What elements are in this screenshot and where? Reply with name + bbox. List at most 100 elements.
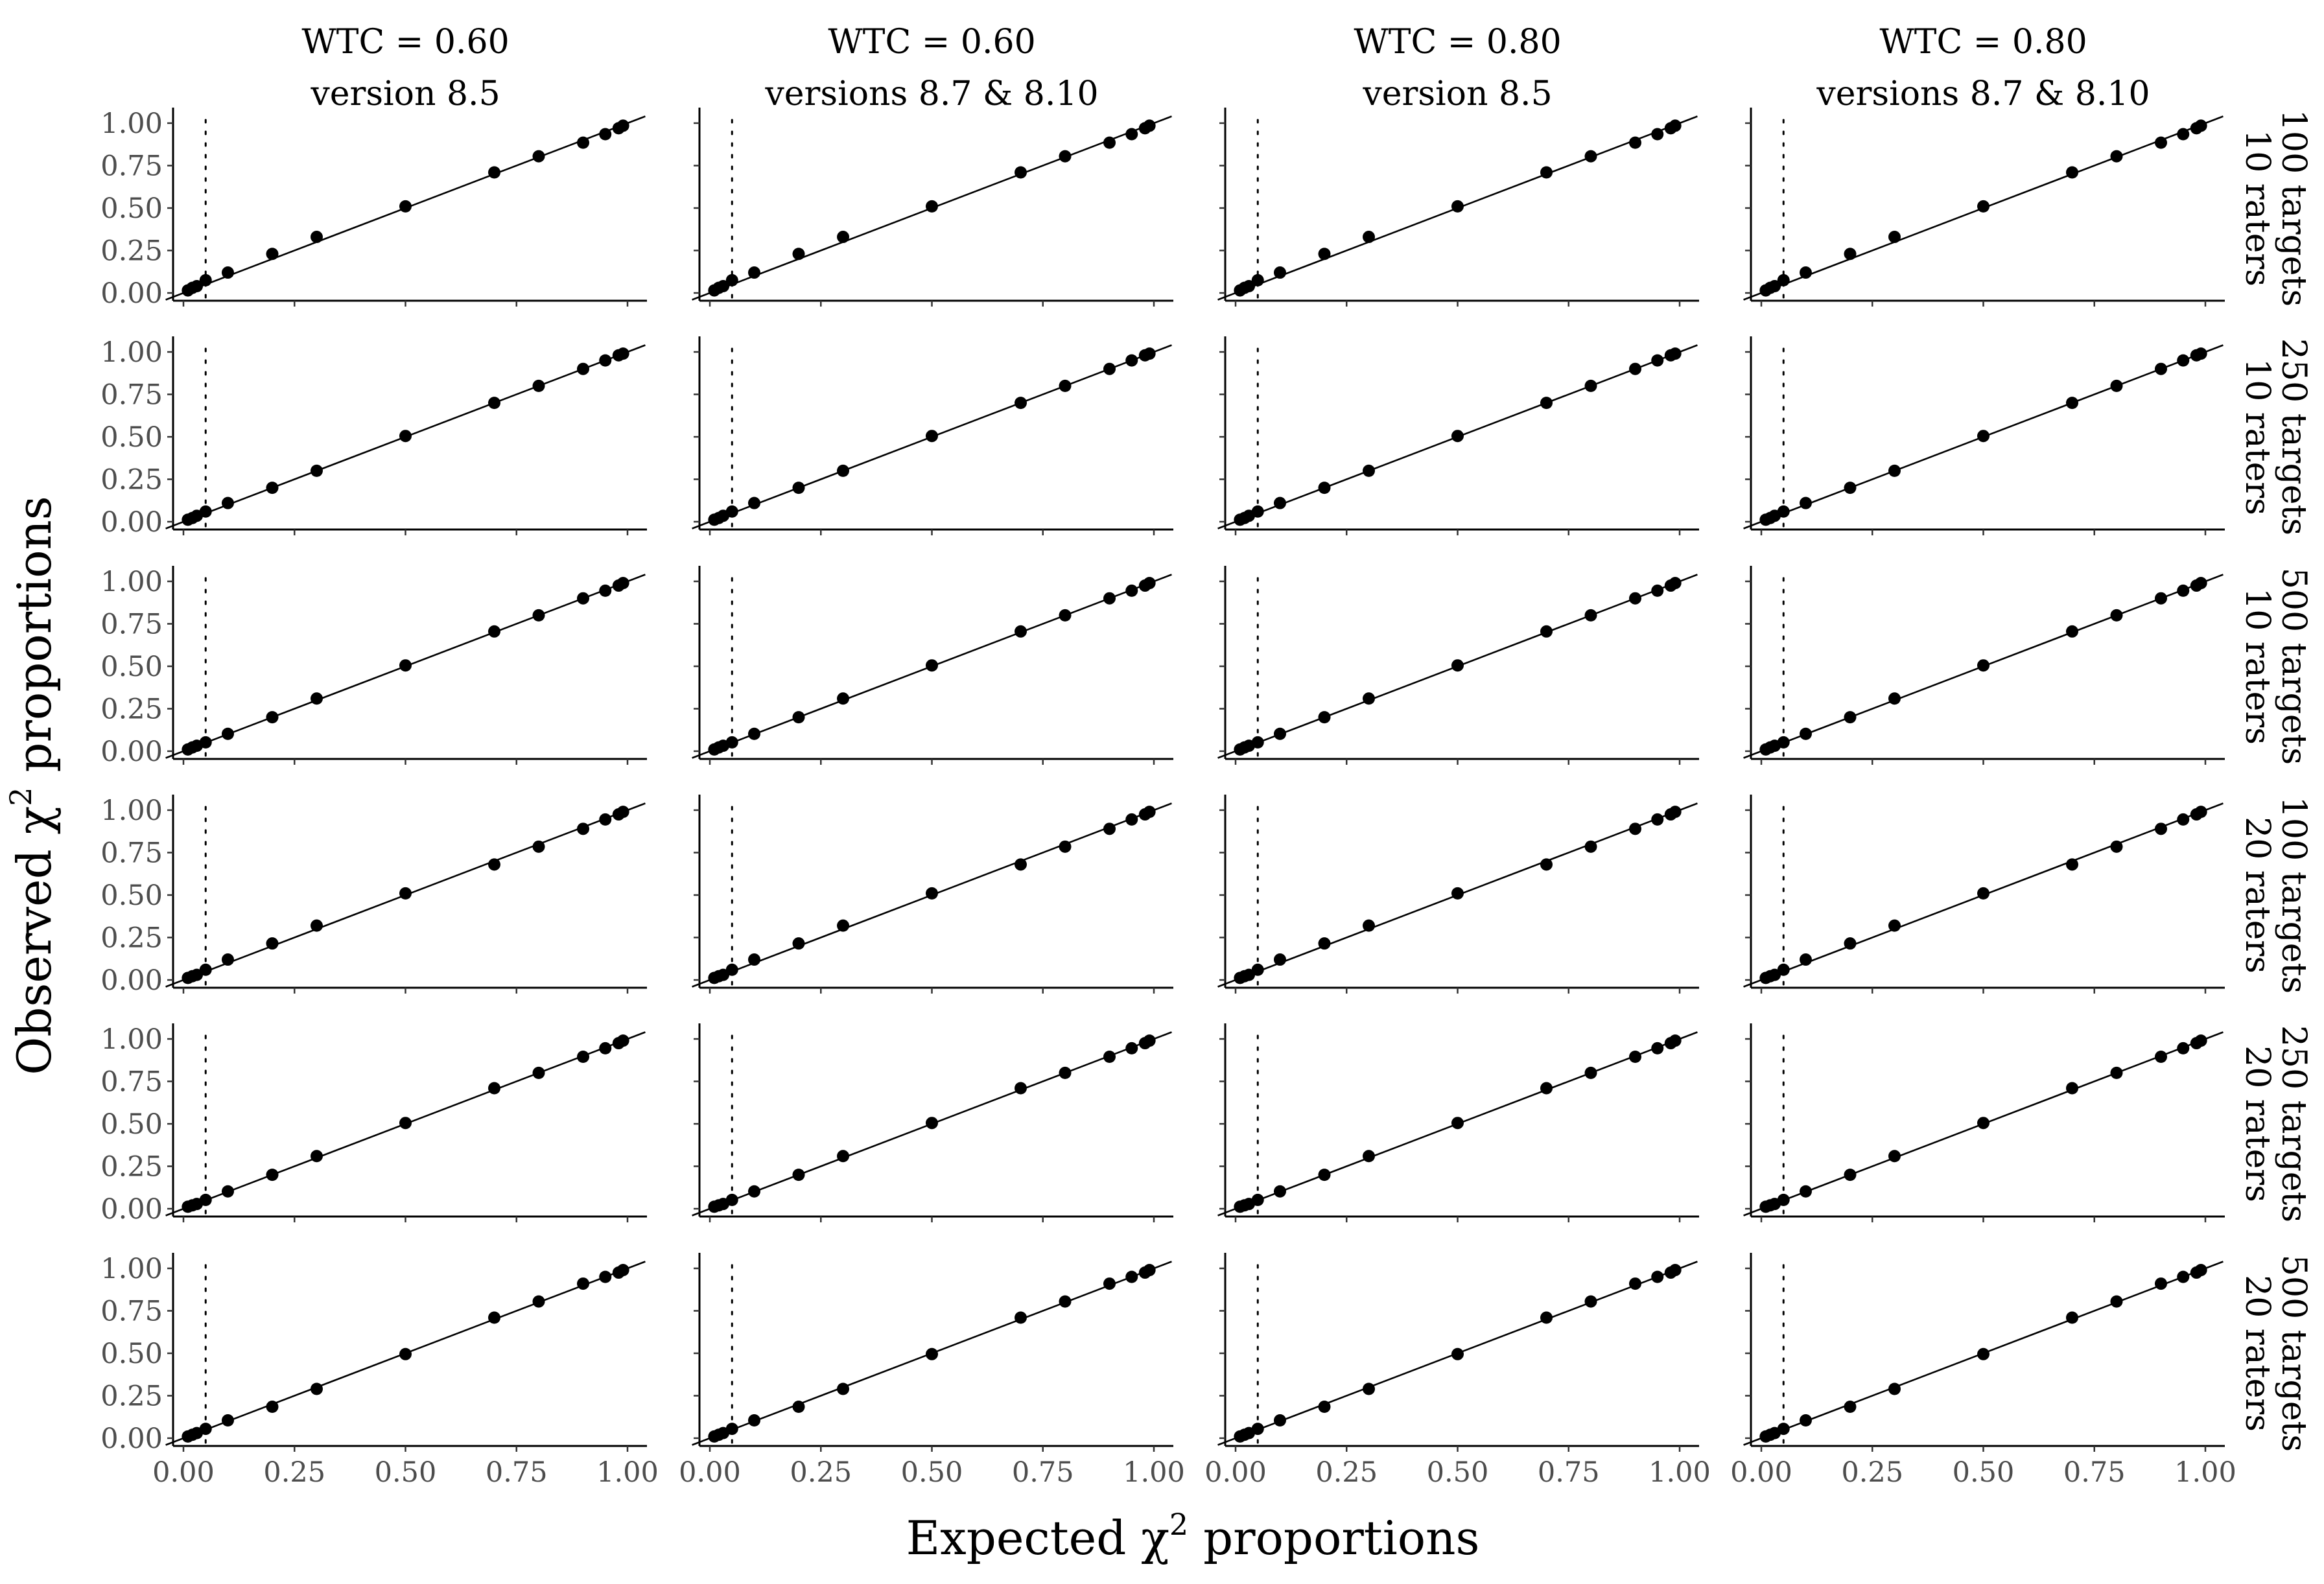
y-tick-label: 0.25	[100, 922, 163, 955]
data-point	[1103, 1051, 1116, 1064]
data-point	[1844, 482, 1857, 495]
x-tick-label: 0.25	[790, 1456, 852, 1489]
data-point	[1768, 280, 1781, 293]
data-point	[1103, 1277, 1116, 1290]
panel	[1217, 566, 1699, 765]
panel: 0.00 0.25 0.50 0.75 1.00	[1730, 1253, 2236, 1489]
y-tick-label: 1.00	[100, 1253, 163, 1285]
data-point	[1669, 806, 1682, 819]
row-label-line1: 10 raters	[2238, 588, 2277, 745]
data-point	[1651, 128, 1664, 141]
data-point	[599, 584, 612, 597]
data-point	[1125, 813, 1138, 826]
data-point	[1629, 592, 1641, 605]
data-point	[1669, 1034, 1682, 1047]
data-point	[266, 1401, 279, 1414]
panel	[1743, 108, 2225, 307]
data-point	[725, 505, 738, 518]
x-tick-label: 0.25	[263, 1456, 325, 1489]
data-point	[926, 1117, 938, 1130]
panel: 0.00 0.25 0.50 0.75 1.00	[679, 1253, 1185, 1489]
data-point	[2155, 1051, 2167, 1064]
data-point	[725, 736, 738, 749]
data-point	[2194, 1034, 2207, 1047]
data-point	[1584, 1295, 1597, 1308]
data-point	[2177, 813, 2190, 826]
row-label-line1: 10 raters	[2238, 130, 2277, 286]
data-point	[532, 609, 545, 622]
data-point	[1318, 1169, 1331, 1182]
data-point	[1103, 822, 1116, 835]
data-point	[1059, 840, 1072, 853]
data-point	[266, 937, 279, 950]
data-point	[222, 1414, 234, 1427]
row-label-line2: 500 targets	[2274, 568, 2313, 765]
data-point	[1629, 1277, 1641, 1290]
row-label-line1: 20 raters	[2238, 1045, 2277, 1202]
data-point	[748, 953, 760, 966]
x-tick-label: 0.50	[1427, 1456, 1489, 1489]
data-point	[311, 692, 323, 705]
data-point	[488, 625, 500, 638]
data-point	[1015, 397, 1027, 410]
y-tick-label: 1.00	[100, 795, 163, 827]
y-tick-label: 0.25	[100, 1380, 163, 1413]
data-point	[1540, 858, 1553, 871]
data-point	[311, 231, 323, 244]
y-tick-label: 0.50	[100, 879, 163, 912]
x-tick-label: 1.00	[1123, 1456, 1185, 1489]
data-point	[926, 1347, 938, 1360]
data-point	[1777, 505, 1790, 518]
data-point	[488, 397, 500, 410]
data-point	[2066, 397, 2078, 410]
data-point	[399, 659, 412, 672]
data-point	[1800, 496, 1812, 509]
data-point	[837, 919, 849, 932]
data-point	[616, 347, 629, 360]
y-tick-label: 0.00	[100, 1423, 163, 1455]
data-point	[2177, 584, 2190, 597]
data-point	[1540, 625, 1553, 638]
data-point	[1251, 1193, 1264, 1206]
panel: 0.00 0.25 0.50 0.75 1.00	[100, 336, 647, 539]
data-point	[717, 280, 730, 293]
data-point	[2194, 806, 2207, 819]
y-tick-label: 0.75	[100, 1296, 163, 1328]
panel	[692, 336, 1173, 535]
y-tick-label: 0.50	[100, 421, 163, 454]
row-label-line2: 250 targets	[2274, 1025, 2313, 1222]
data-point	[532, 150, 545, 163]
data-point	[1977, 430, 1989, 443]
data-point	[837, 1150, 849, 1163]
data-point	[1800, 266, 1812, 279]
data-point	[1888, 1382, 1901, 1395]
column-label-line1: WTC = 0.60	[301, 23, 509, 62]
data-point	[1251, 736, 1264, 749]
data-point	[1318, 937, 1331, 950]
y-axis-title-sup: 2	[3, 787, 38, 806]
data-point	[1059, 1295, 1072, 1308]
panel	[1217, 336, 1699, 535]
y-tick-label: 0.75	[100, 1066, 163, 1099]
x-tick-label: 0.00	[679, 1456, 741, 1489]
data-point	[748, 496, 760, 509]
y-tick-label: 1.00	[100, 108, 163, 140]
data-point	[599, 1270, 612, 1283]
data-point	[1629, 822, 1641, 835]
y-tick-label: 1.00	[100, 566, 163, 598]
data-point	[199, 505, 212, 518]
data-point	[2155, 592, 2167, 605]
y-axis-title-suffix: proportions	[7, 496, 62, 787]
y-tick-label: 0.75	[100, 609, 163, 641]
data-point	[2155, 362, 2167, 375]
data-point	[1274, 496, 1286, 509]
data-point	[1800, 1185, 1812, 1198]
data-point	[1800, 727, 1812, 740]
data-point	[1318, 711, 1331, 724]
x-axis-title-suffix: proportions	[1188, 1511, 1479, 1565]
data-point	[616, 1034, 629, 1047]
data-point	[1274, 1185, 1286, 1198]
